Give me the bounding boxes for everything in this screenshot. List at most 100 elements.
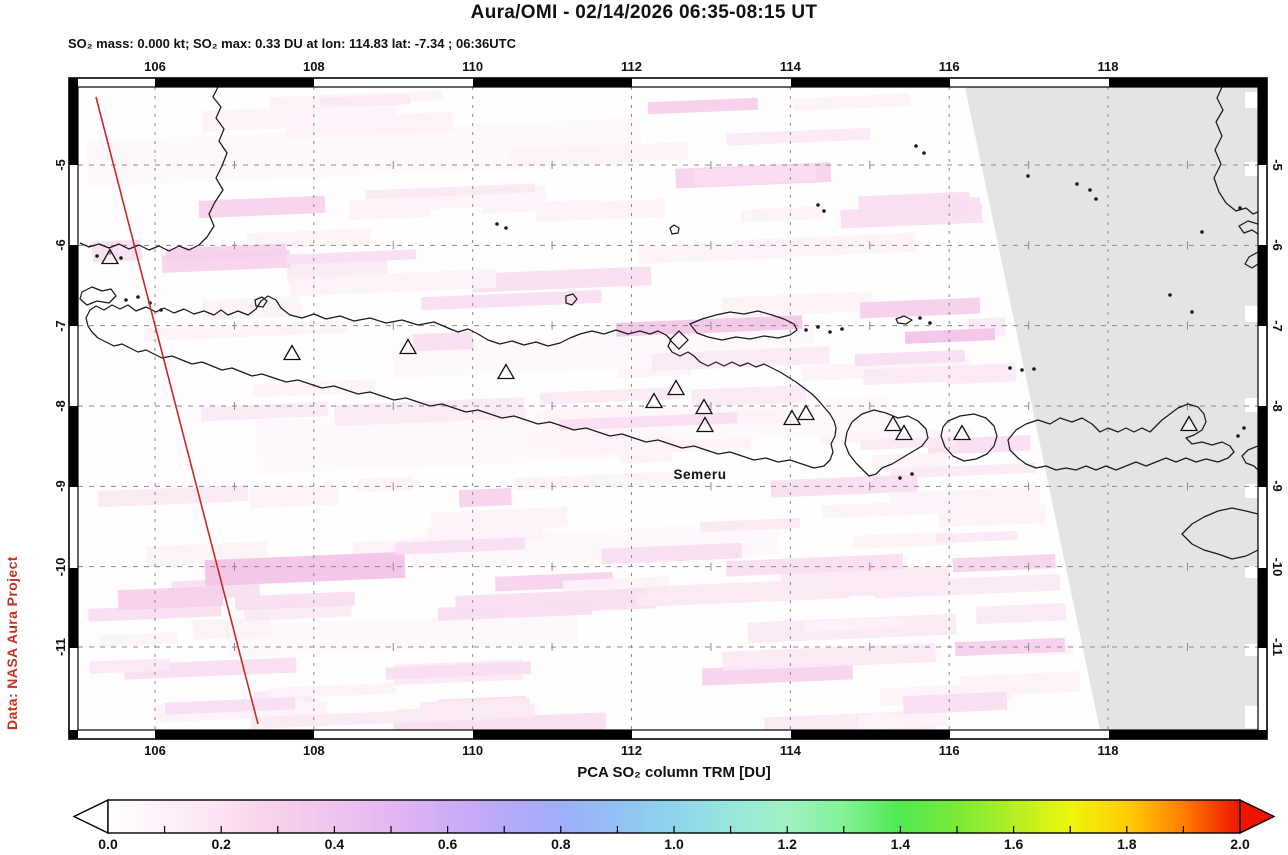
- volcano-triangle-icon: [694, 398, 714, 415]
- swath-patch: [854, 349, 966, 367]
- island-dot: [910, 472, 914, 476]
- coast-bali: [844, 409, 929, 477]
- swath-patch: [726, 127, 871, 146]
- missing-data-notch: [1245, 398, 1258, 412]
- swath-patch: [97, 484, 249, 508]
- swath-patch: [954, 637, 1066, 657]
- map-plot: Semeru: [68, 77, 1268, 740]
- island-dot: [1026, 174, 1030, 178]
- swath-patch: [202, 296, 302, 321]
- swath-patch: [200, 401, 329, 422]
- map-frame: [68, 77, 1268, 740]
- swath-patch: [252, 379, 376, 398]
- island-dot: [1238, 206, 1242, 210]
- colorbar-tick-label: 1.0: [664, 836, 684, 852]
- swath-patch: [792, 93, 911, 111]
- swath-patch: [871, 451, 946, 471]
- swath-patch: [89, 658, 171, 674]
- swath-patch: [840, 204, 983, 229]
- colorbar-tick-label: 0.2: [211, 836, 231, 852]
- swath-patch: [508, 141, 689, 167]
- swath-patch: [99, 632, 179, 647]
- island-dot: [1094, 197, 1098, 201]
- swath-patch: [86, 117, 642, 187]
- island-kangean: [895, 315, 913, 325]
- volcano-triangle-icon: [282, 344, 302, 361]
- swath-patch: [694, 164, 817, 187]
- swath-patch: [820, 428, 973, 445]
- island-dot: [1168, 293, 1172, 297]
- island-dot: [1190, 310, 1194, 314]
- missing-data-notch: [1245, 162, 1258, 176]
- swath-patch: [559, 412, 738, 431]
- swath-patch: [192, 617, 271, 640]
- so2-swath-patches: [86, 90, 1081, 730]
- island-dot: [828, 330, 832, 334]
- island-dot: [816, 325, 820, 329]
- swath-patch: [691, 384, 807, 407]
- swath-patch: [859, 297, 981, 319]
- island-dot: [495, 222, 499, 226]
- figure-title: Aura/OMI - 02/14/2026 06:35-08:15 UT: [470, 2, 818, 23]
- island-dot: [119, 256, 123, 260]
- colorbar-title: PCA SO₂ column TRM [DU]: [577, 764, 771, 781]
- swath-patch: [285, 249, 417, 265]
- swath-patch: [431, 506, 568, 533]
- diamond-marker: [669, 330, 689, 350]
- swath-patch: [250, 710, 408, 730]
- coastlines: [79, 87, 1258, 560]
- swath-patch: [419, 697, 531, 713]
- swath-patch: [570, 436, 674, 456]
- island-dot: [1020, 368, 1024, 372]
- swath-patch: [234, 591, 356, 611]
- colorbar-ticks: [164, 826, 1185, 833]
- swath-patch: [938, 505, 1046, 528]
- island-dot: [840, 327, 844, 331]
- swath-patch: [935, 530, 1018, 544]
- volcano-triangle-icon: [952, 424, 972, 441]
- lon-tick-label-bottom: 112: [621, 743, 642, 758]
- swath-patch: [349, 197, 430, 221]
- colorbar-tick-label: 0.8: [551, 836, 571, 852]
- swath-patch: [647, 97, 759, 115]
- swath-patch: [268, 682, 396, 700]
- lon-tick-label-bottom: 114: [779, 743, 801, 758]
- coast-sumba: [1181, 507, 1258, 560]
- coast-sumatra: [79, 87, 228, 252]
- colorbar-tick-label: 0.6: [437, 836, 458, 852]
- lon-tick-label-top: 114: [779, 59, 801, 74]
- volcano-triangle-icon: [100, 248, 120, 265]
- island-dot: [918, 316, 922, 320]
- swath-patch: [412, 331, 474, 352]
- swath-patch: [946, 365, 1017, 385]
- swath-patch: [535, 198, 666, 223]
- volcano-triangle-icon: [695, 416, 715, 433]
- swath-patch: [852, 531, 955, 550]
- swath-patch: [437, 601, 593, 621]
- island-dot: [136, 295, 140, 299]
- swath-patch: [975, 603, 1067, 625]
- swath-patch: [821, 500, 947, 519]
- swath-patch: [889, 462, 1037, 479]
- island-dot: [159, 308, 163, 312]
- swath-patch: [803, 617, 904, 632]
- volcano-triangle-icon: [796, 404, 816, 421]
- lon-tick-label-top: 112: [621, 59, 642, 74]
- swath-patch: [699, 517, 801, 533]
- swath-patch: [860, 436, 957, 451]
- island-bawean: [669, 224, 680, 235]
- swath-patch: [636, 589, 750, 607]
- missing-data-notch: [1245, 644, 1258, 656]
- island-dot: [914, 144, 918, 148]
- island-dot: [804, 328, 808, 332]
- swath-patch: [394, 537, 526, 555]
- lon-tick-label-bottom: 106: [144, 743, 166, 758]
- swath-patch: [829, 582, 931, 598]
- volcano-triangle-icon: [782, 409, 802, 426]
- swath-patch: [164, 697, 296, 715]
- island-dot: [504, 226, 508, 230]
- colorbar-tick-label: 0.4: [324, 836, 345, 852]
- coast-madura: [689, 310, 798, 341]
- missing-data-notch: [1245, 484, 1258, 498]
- swath-patch: [228, 611, 579, 658]
